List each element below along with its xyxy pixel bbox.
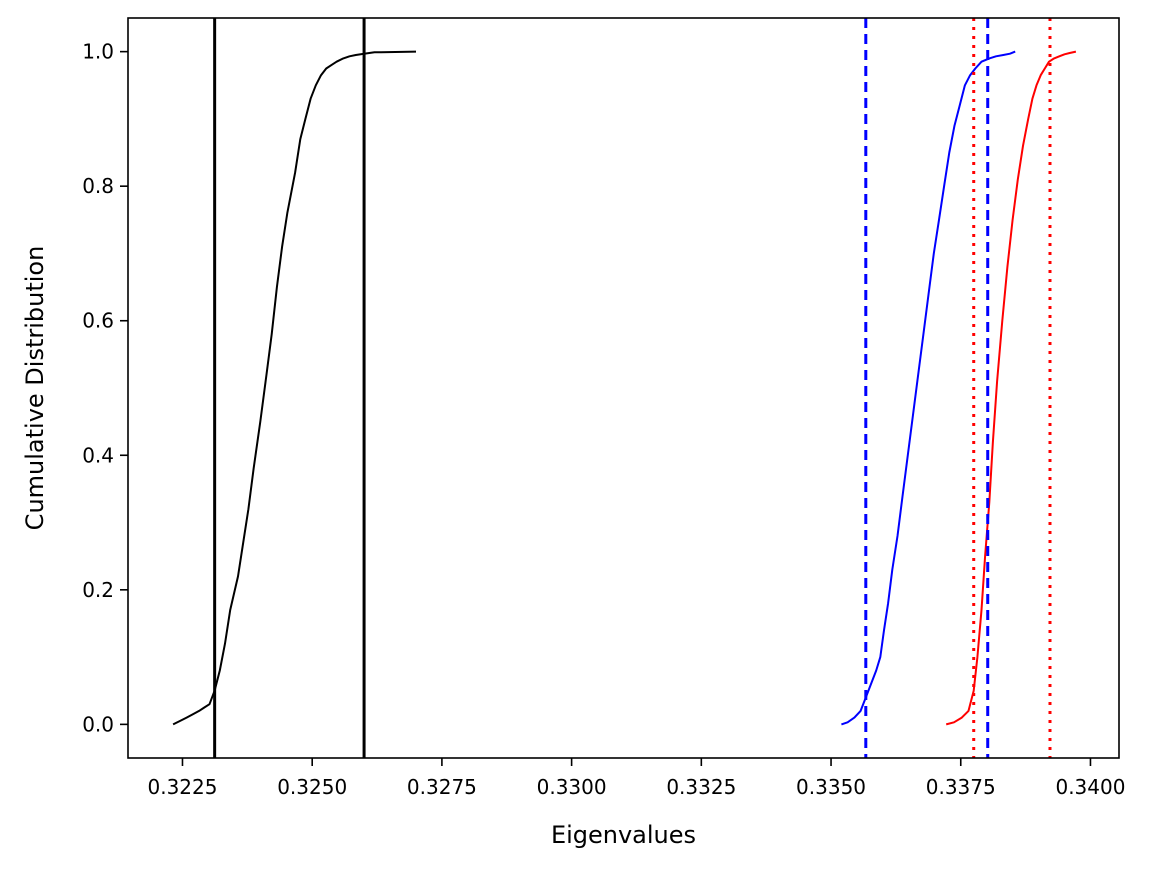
y-tick-label: 0.6 (82, 309, 114, 333)
y-tick-label: 0.8 (82, 174, 114, 198)
x-tick-label: 0.3300 (537, 775, 607, 799)
y-axis: 0.0 0.2 0.4 0.6 0.8 1.0 (82, 40, 128, 736)
series-line-1 (172, 50, 417, 726)
x-tick-label: 0.3350 (796, 775, 866, 799)
x-axis-title: Eigenvalues (551, 821, 696, 849)
y-tick-label: 1.0 (82, 40, 114, 64)
plot-area (172, 18, 1077, 758)
x-tick-label: 0.3250 (277, 775, 347, 799)
x-tick-label: 0.3225 (147, 775, 217, 799)
series-line-3 (945, 50, 1077, 726)
x-tick-label: 0.3375 (926, 775, 996, 799)
y-tick-label: 0.2 (82, 578, 114, 602)
y-tick-label: 0.0 (82, 712, 114, 736)
y-tick-label: 0.4 (82, 443, 114, 467)
series-line-2 (841, 50, 1016, 726)
x-tick-label: 0.3275 (407, 775, 477, 799)
x-tick-label: 0.3325 (666, 775, 736, 799)
x-axis: 0.3225 0.3250 0.3275 0.3300 0.3325 0.3350 0.33… (147, 758, 1125, 799)
y-axis-title: Cumulative Distribution (21, 246, 49, 531)
plot-frame (127, 17, 1120, 759)
x-tick-label: 0.3400 (1055, 775, 1125, 799)
